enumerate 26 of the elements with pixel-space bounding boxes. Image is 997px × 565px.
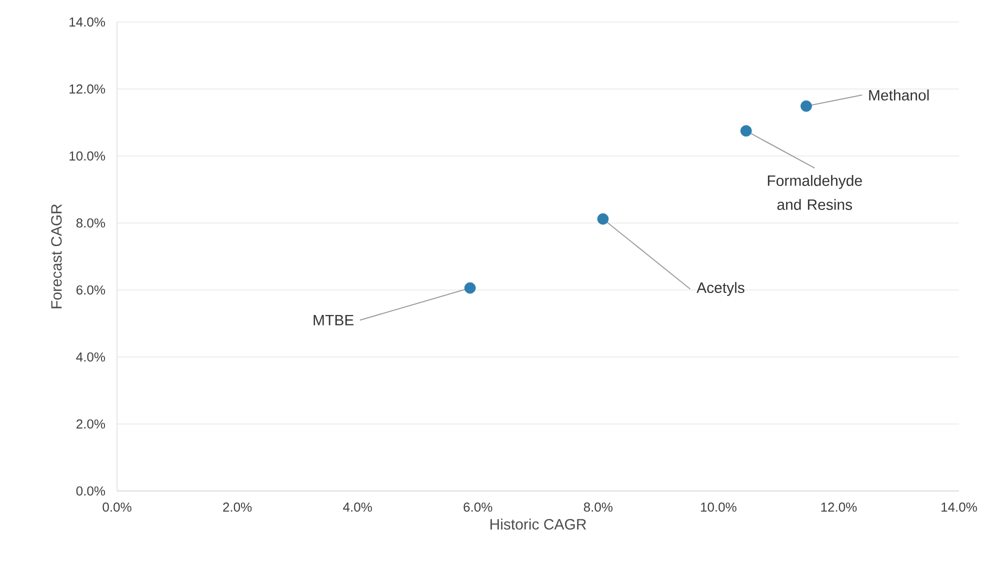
annotation: Acetyls — [696, 282, 744, 296]
x-tick-label: 8.0% — [584, 502, 612, 512]
point — [740, 125, 752, 137]
y-tick-label: 14.0% — [70, 17, 106, 27]
y-tick-label: 10.0% — [70, 151, 106, 161]
y-tick-label: 0.0% — [76, 486, 106, 496]
x-tick-label: 2.0% — [223, 502, 252, 512]
y-tick-label: 2.0% — [76, 419, 106, 429]
x-tick-label: 14.0% — [942, 502, 977, 512]
x-tick-label: 4.0% — [343, 502, 372, 512]
x-tick-label: 0.0% — [102, 502, 132, 512]
annotation: MTBE — [314, 314, 354, 326]
point — [597, 213, 609, 225]
point — [464, 282, 476, 294]
x-tick-label: 12.0% — [821, 502, 857, 512]
y-tick-label: 12.0% — [70, 84, 106, 94]
point — [800, 100, 812, 112]
annotation: Methanol — [869, 90, 929, 101]
x-tick-label: 10.0% — [700, 502, 736, 512]
y-tick-label: 4.0% — [76, 352, 106, 362]
y-tick-label: 6.0% — [76, 285, 106, 295]
annotation: Formaldehyde and Resins — [768, 174, 862, 210]
x-axis-title: Historic CAGR — [490, 518, 586, 530]
y-tick-label: 8.0% — [76, 218, 106, 228]
y-axis-title: Forecast CAGR — [51, 204, 62, 308]
x-tick-label: 6.0% — [464, 502, 492, 512]
